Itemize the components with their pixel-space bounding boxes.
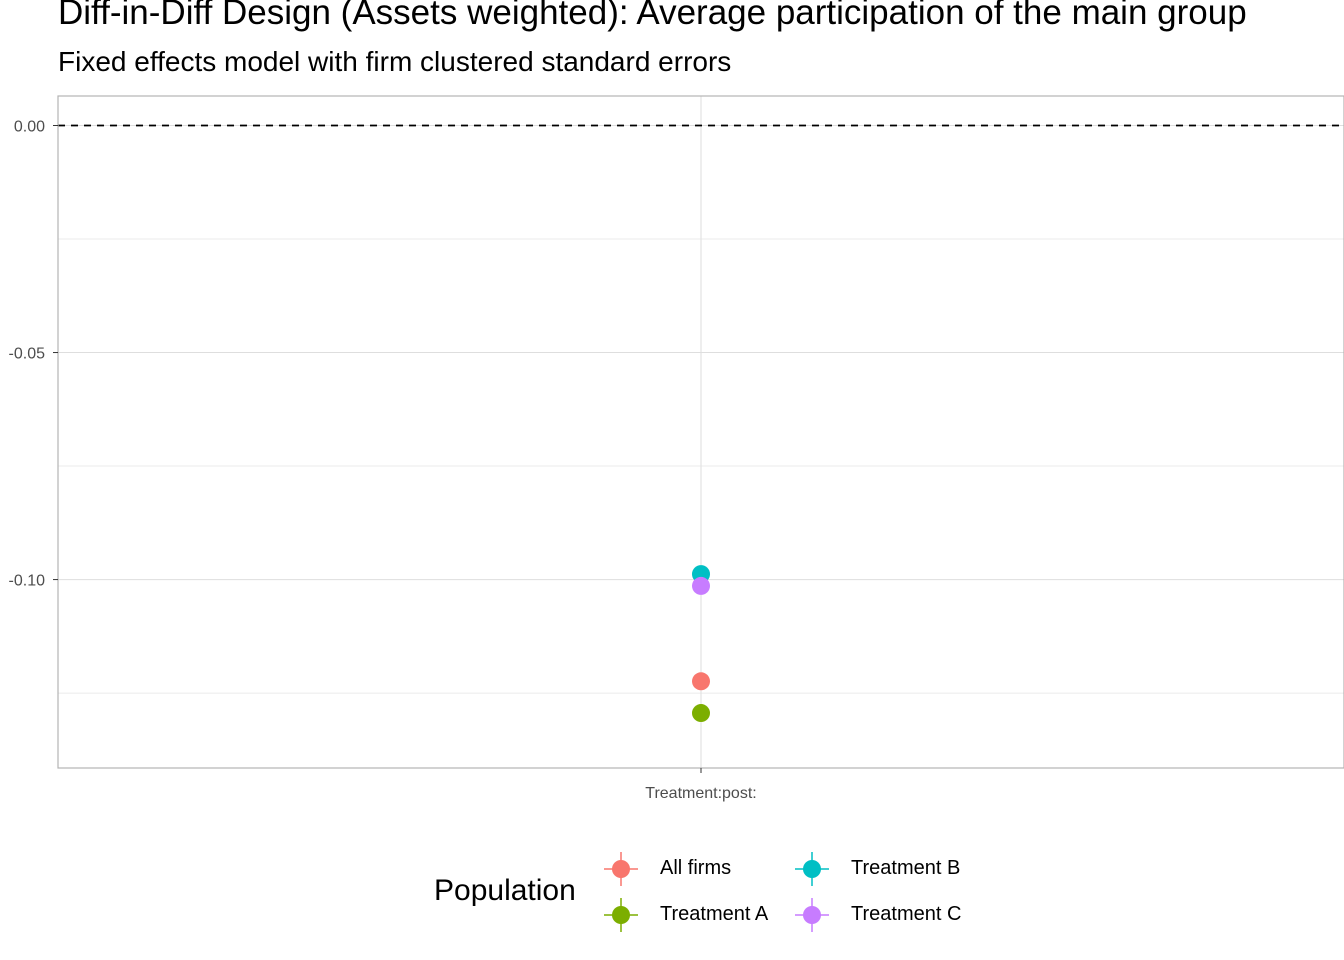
legend-label: Treatment C [851, 903, 962, 925]
legend-key-point [803, 860, 821, 878]
legend-title: Population [434, 874, 576, 907]
chart-title: Diff-in-Diff Design (Assets weighted): A… [58, 0, 1247, 32]
grid-layer [58, 96, 1344, 768]
y-tick-label: 0.00 [14, 119, 45, 136]
y-tick-label: -0.10 [9, 573, 46, 590]
data-point [692, 576, 710, 595]
legend-label: All firms [660, 857, 732, 879]
point-layer [692, 565, 710, 723]
data-point [692, 704, 710, 723]
legend-key-point [803, 906, 821, 924]
legend-layer [604, 852, 829, 932]
legend-key-point [612, 860, 630, 878]
axis-layer: 0.00 -0.05 -0.10 Treatment:post: [9, 95, 1344, 802]
chart-subtitle: Fixed effects model with firm clustered … [58, 46, 732, 77]
legend-label: Treatment A [660, 903, 769, 925]
legend-label: Treatment B [851, 857, 961, 879]
data-point [692, 672, 710, 691]
legend-key-point [612, 906, 630, 924]
x-tick-label: Treatment:post: [645, 785, 756, 802]
y-tick-label: -0.05 [9, 346, 46, 363]
